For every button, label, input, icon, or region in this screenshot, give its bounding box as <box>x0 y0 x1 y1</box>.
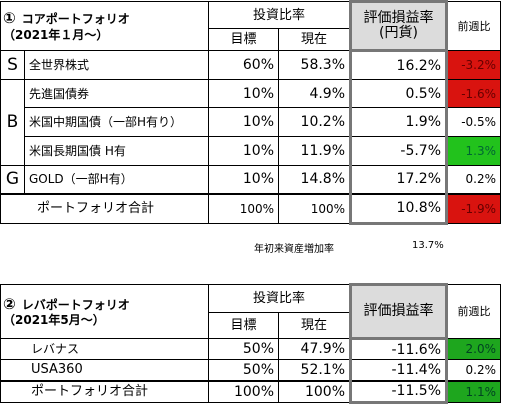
asset-name: 先進国債券 <box>24 79 209 108</box>
weekly-change: -1.6% <box>446 79 502 108</box>
target-header: 目標 <box>208 312 279 339</box>
target-value: 50% <box>208 338 279 360</box>
weekly-header: 前週比 <box>446 1 502 51</box>
table-row: レバナス 50% 47.9% -11.6% 2.0% <box>0 338 502 360</box>
pl-header: 評価損益率 <box>349 283 449 340</box>
total-current: 100% <box>277 379 352 403</box>
leverage-title-cell: ② レバポートフォリオ （2021年5月～） <box>0 284 209 339</box>
weekly-change: -0.5% <box>446 107 502 137</box>
current-value: 4.9% <box>277 79 352 108</box>
allocation-header: 投資比率 <box>207 284 352 313</box>
table-row: S 全世界株式 60% 58.3% 16.2% -3.2% <box>0 50 502 80</box>
pl-value: -11.4% <box>349 359 449 381</box>
core-portfolio-table: ① コアポートフォリオ （2021年１月～） 投資比率 評価損益率 (円貨) 前週… <box>0 0 502 225</box>
current-value: 10.2% <box>277 107 352 137</box>
pl-value: 17.2% <box>349 165 449 194</box>
pl-value: 0.5% <box>349 79 449 108</box>
core-title: コアポートフォリオ <box>21 12 130 27</box>
current-header: 現在 <box>277 28 352 51</box>
current-value: 11.9% <box>277 136 352 166</box>
leverage-index: ② <box>3 294 16 313</box>
current-header: 現在 <box>277 312 352 339</box>
weekly-header: 前週比 <box>446 284 502 339</box>
pl-value: 16.2% <box>349 50 449 80</box>
asset-name: GOLD（一部H有） <box>24 165 209 194</box>
target-header: 目標 <box>208 28 279 51</box>
total-pl: -11.5% <box>349 379 449 404</box>
table-row: 米国中期国債（一部H有り） 10% 10.2% 1.9% -0.5% <box>1 107 502 137</box>
weekly-change: 0.2% <box>446 165 502 194</box>
ytd-label: 年初来資産増加率 <box>254 244 334 255</box>
asset-name: 全世界株式 <box>24 50 209 80</box>
target-value: 50% <box>208 359 279 381</box>
core-index: ① <box>3 9 16 28</box>
asset-name: 米国長期国債 H有 <box>24 136 209 166</box>
target-value: 10% <box>208 79 279 108</box>
total-row: ポートフォリオ合計 100% 100% 10.8% -1.9% <box>0 192 502 225</box>
leverage-subtitle: （2021年5月～） <box>3 313 105 328</box>
leverage-title: レバポートフォリオ <box>21 297 130 312</box>
pl-value: 1.9% <box>349 107 449 137</box>
ytd-value: 13.7% <box>412 240 444 251</box>
weekly-change: 2.0% <box>446 338 502 360</box>
table-row: USA360 50% 52.1% -11.4% 0.2% <box>0 359 502 381</box>
group-letter: B <box>0 79 25 166</box>
total-target: 100% <box>208 192 279 224</box>
current-value: 52.1% <box>277 359 352 381</box>
current-value: 47.9% <box>277 338 352 360</box>
weekly-change: -3.2% <box>446 50 502 80</box>
weekly-change: 1.3% <box>446 136 502 166</box>
asset-name: レバナス <box>0 338 209 360</box>
table-row: 米国長期国債 H有 10% 11.9% -5.7% 1.3% <box>1 136 502 166</box>
total-current: 100% <box>277 192 352 224</box>
pl-value: -11.6% <box>349 338 449 360</box>
target-value: 10% <box>208 136 279 166</box>
table-row: G GOLD（一部H有） 10% 14.8% 17.2% 0.2% <box>0 165 502 194</box>
pl-header: 評価損益率 (円貨) <box>349 0 449 52</box>
asset-name: 米国中期国債（一部H有り） <box>24 107 209 137</box>
total-target: 100% <box>208 379 279 403</box>
leverage-portfolio-table: ② レバポートフォリオ （2021年5月～） 投資比率 評価損益率 前週比 目標 … <box>0 283 502 404</box>
total-row: ポートフォリオ合計 100% 100% -11.5% 1.1% <box>0 379 502 404</box>
table-row: B 先進国債券 10% 4.9% 0.5% -1.6% <box>0 79 502 166</box>
current-value: 14.8% <box>277 165 352 194</box>
group-letter: G <box>0 165 25 194</box>
allocation-header: 投資比率 <box>207 1 352 29</box>
total-label: ポートフォリオ合計 <box>0 379 209 403</box>
group-letter: S <box>0 50 25 80</box>
total-pl: 10.8% <box>349 192 449 225</box>
asset-name: USA360 <box>0 359 209 381</box>
total-label: ポートフォリオ合計 <box>0 192 209 224</box>
total-weekly: 1.1% <box>446 379 502 403</box>
core-subtitle: （2021年１月～） <box>3 27 109 42</box>
total-weekly: -1.9% <box>446 192 502 224</box>
target-value: 60% <box>208 50 279 80</box>
weekly-change: 0.2% <box>446 359 502 381</box>
pl-header-line2: (円貨) <box>379 25 418 41</box>
core-title-cell: ① コアポートフォリオ （2021年１月～） <box>0 1 209 51</box>
pl-value: -5.7% <box>349 136 449 166</box>
pl-header-line1: 評価損益率 <box>363 9 434 26</box>
current-value: 58.3% <box>277 50 352 80</box>
target-value: 10% <box>208 165 279 194</box>
target-value: 10% <box>208 107 279 137</box>
